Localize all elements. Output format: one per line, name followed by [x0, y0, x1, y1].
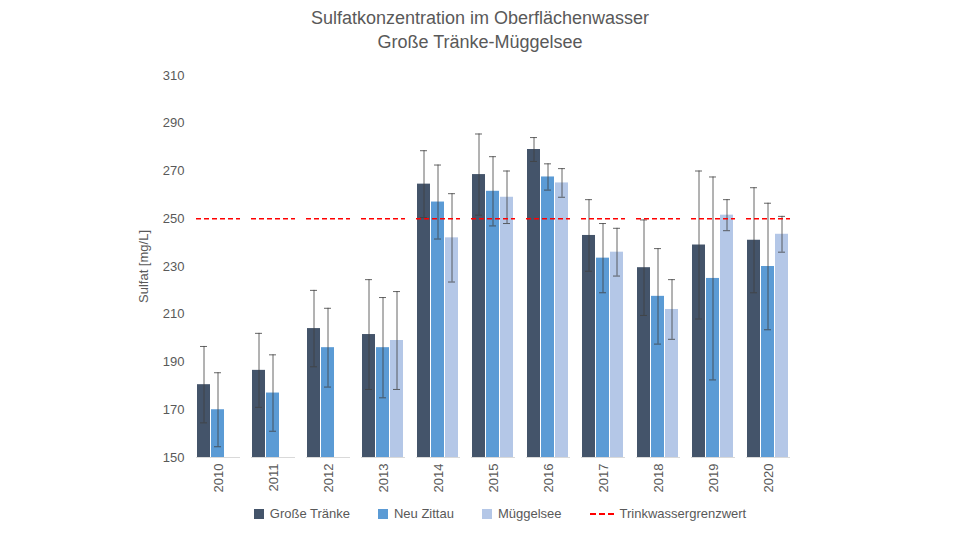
- svg-text:230: 230: [163, 259, 185, 274]
- svg-text:2013: 2013: [376, 464, 391, 493]
- html-text:Sulfatkonzentration im Oberflä: Sulfatkonzentration im Oberflächenwasser: [310, 8, 650, 28]
- svg-text:2012: 2012: [321, 464, 336, 493]
- svg-text:2011: 2011: [266, 464, 281, 492]
- html-text:Große Tränke-Müggelsee: Große Tränke-Müggelsee: [377, 32, 583, 52]
- svg-text:2014: 2014: [431, 464, 446, 493]
- svg-text:190: 190: [163, 354, 185, 369]
- svg-text:150: 150: [163, 450, 185, 465]
- svg-text:2017: 2017: [596, 464, 611, 493]
- svg-text:310: 310: [163, 68, 185, 83]
- svg-text:2015: 2015: [486, 464, 501, 493]
- html-text:Trinkwassergrenzwert: Trinkwassergrenzwert: [619, 506, 747, 521]
- svg-text:2018: 2018: [651, 464, 666, 493]
- svg-text:170: 170: [163, 402, 185, 417]
- svg-text:2010: 2010: [211, 464, 226, 493]
- html-text:Neu Zittau: Neu Zittau: [394, 506, 454, 521]
- svg-text:250: 250: [163, 211, 185, 226]
- svg-text:2016: 2016: [541, 464, 556, 493]
- svg-text:2020: 2020: [761, 464, 776, 493]
- svg-text:Sulfat [mg/L]: Sulfat [mg/L]: [136, 230, 151, 303]
- svg-text:2019: 2019: [706, 464, 721, 493]
- html-text:Müggelsee: Müggelsee: [498, 506, 562, 521]
- svg-text:290: 290: [163, 115, 185, 130]
- html-text:Große Tränke: Große Tränke: [269, 506, 350, 521]
- svg-text:210: 210: [163, 306, 185, 321]
- svg-text:270: 270: [163, 163, 185, 178]
